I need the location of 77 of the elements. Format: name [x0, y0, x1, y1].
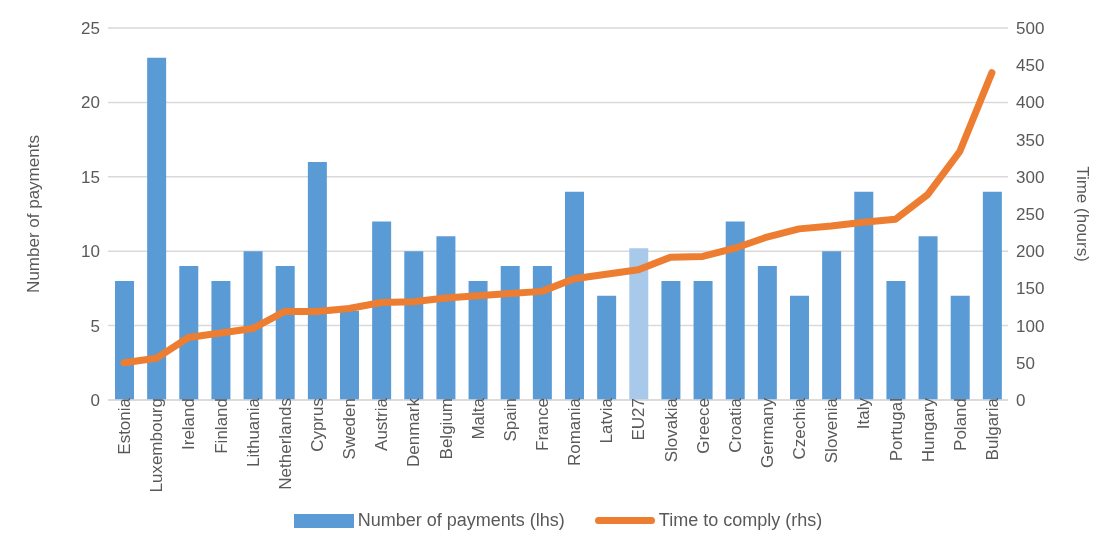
- x-tick-label: Poland: [950, 398, 970, 451]
- y-tick-label: 10: [81, 242, 100, 262]
- x-tick-label: Sweden: [340, 398, 360, 460]
- x-tick-label: Cyprus: [308, 398, 327, 452]
- bar: [500, 266, 520, 400]
- x-tick-label: Hungary: [918, 397, 938, 463]
- bar: [147, 57, 167, 400]
- x-tick-label: Malta: [468, 397, 488, 440]
- y2-tick-label: 350: [1016, 130, 1045, 150]
- x-tick-label: Slovakia: [661, 397, 681, 463]
- bar: [693, 280, 713, 400]
- x-tick-label: Finland: [211, 398, 231, 454]
- y2-tick-label: 100: [1016, 316, 1045, 336]
- y2-tick-label: 200: [1016, 242, 1045, 262]
- bar: [854, 191, 874, 400]
- bar: [179, 266, 199, 400]
- bar: [211, 280, 231, 400]
- bar: [565, 191, 584, 400]
- bar: [532, 266, 552, 400]
- x-tick-label: Portugal: [886, 398, 906, 462]
- bar: [243, 251, 263, 400]
- bar: [661, 280, 681, 400]
- bar: [468, 280, 488, 400]
- y-tick-label: 15: [81, 167, 100, 187]
- bar: [436, 236, 456, 400]
- y2-tick-label: 300: [1016, 167, 1045, 187]
- y2-tick-label: 400: [1016, 93, 1045, 113]
- x-tick-label: Italy: [854, 397, 874, 430]
- bar: [372, 221, 392, 400]
- x-tick-label: Lithuania: [243, 397, 263, 468]
- bar: [725, 221, 745, 400]
- x-tick-label: Denmark: [404, 397, 424, 467]
- bar: [275, 266, 295, 400]
- y-tick-label: 20: [81, 93, 100, 113]
- y2-tick-label: 250: [1016, 205, 1045, 225]
- x-tick-label: Czechia: [790, 397, 810, 460]
- x-tick-label: Germany: [758, 397, 777, 468]
- x-tick-label: Luxembourg: [147, 398, 167, 493]
- bar: [597, 295, 617, 400]
- x-tick-label: Ireland: [179, 398, 199, 450]
- y2-axis-title: Time (hours): [1072, 166, 1092, 262]
- bar: [404, 251, 424, 400]
- y-axis-title: Number of payments: [24, 135, 44, 293]
- y2-tick-label: 50: [1016, 353, 1035, 373]
- bar: [757, 266, 777, 400]
- y2-tick-label: 0: [1016, 391, 1026, 411]
- x-tick-label: Latvia: [597, 397, 617, 444]
- x-tick-label: France: [533, 398, 552, 451]
- bar: [115, 280, 134, 400]
- bar: [886, 280, 906, 400]
- x-tick-label: Belgium: [436, 398, 456, 460]
- x-tick-label: Croatia: [725, 397, 745, 453]
- x-tick-label: Slovenia: [822, 397, 842, 464]
- bar: [307, 161, 327, 400]
- bar: [950, 295, 970, 400]
- x-tick-label: Bulgaria: [983, 397, 1002, 461]
- x-tick-label: Austria: [372, 397, 392, 451]
- bar: [340, 310, 359, 400]
- bar: [822, 251, 842, 400]
- x-tick-label: Spain: [500, 398, 520, 442]
- y-tick-label: 25: [81, 19, 100, 39]
- x-tick-label: Greece: [693, 398, 713, 454]
- bar: [982, 191, 1002, 400]
- x-tick-label: Romania: [565, 397, 585, 467]
- y2-tick-label: 500: [1016, 19, 1045, 39]
- x-tick-label: EU27: [629, 398, 649, 441]
- y2-tick-label: 450: [1016, 56, 1045, 76]
- y-tick-label: 0: [90, 391, 100, 411]
- bar: [918, 236, 938, 400]
- x-tick-label: Estonia: [115, 397, 135, 455]
- legend-label: Time to comply (rhs): [658, 510, 823, 531]
- legend-label: Number of payments (lhs): [357, 510, 565, 531]
- y-tick-label: 5: [90, 316, 100, 336]
- bar: [790, 295, 809, 400]
- x-tick-label: Netherlands: [275, 398, 295, 490]
- y2-tick-label: 150: [1016, 279, 1045, 299]
- bar: [629, 248, 649, 400]
